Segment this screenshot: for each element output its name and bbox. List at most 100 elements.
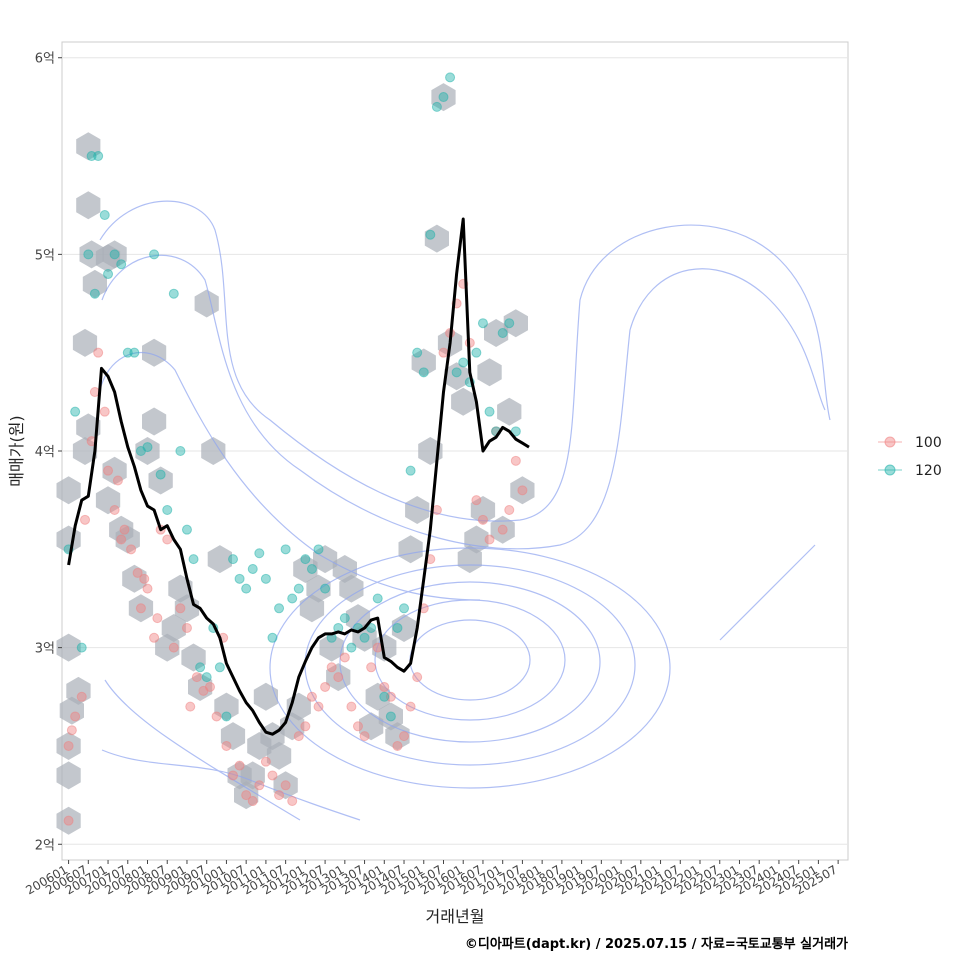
hexbin-cell xyxy=(56,761,81,790)
hexbin-cell xyxy=(82,269,107,298)
hexbin-cell xyxy=(444,362,469,391)
hexbin-cell xyxy=(72,328,98,357)
density-contour xyxy=(101,254,826,550)
scatter-point-120 xyxy=(379,691,390,702)
hexbin-cell xyxy=(95,486,121,515)
scatter-point-100 xyxy=(175,603,186,614)
scatter-point-100 xyxy=(221,740,232,751)
scatter-point-100 xyxy=(412,672,423,683)
hexbin-cell xyxy=(253,682,278,711)
scatter-point-120 xyxy=(103,269,114,280)
scatter-point-100 xyxy=(152,613,163,624)
hexbin-cell xyxy=(72,437,98,465)
hexbin-cell xyxy=(115,525,140,554)
scatter-point-100 xyxy=(287,796,298,807)
hexbin-cell xyxy=(128,594,154,623)
legend-label: 100 xyxy=(915,435,942,451)
hexbin-cell xyxy=(510,476,535,505)
scatter-point-100 xyxy=(234,760,245,771)
scatter-point-100 xyxy=(112,475,123,486)
scatter-point-100 xyxy=(70,711,81,722)
hexbin-cell xyxy=(313,545,338,574)
scatter-point-100 xyxy=(228,770,239,781)
scatter-point-120 xyxy=(201,672,212,683)
density-contour xyxy=(99,200,831,522)
scatter-point-120 xyxy=(280,544,291,555)
scatter-point-100 xyxy=(185,701,196,712)
hexbin-cell xyxy=(142,407,167,436)
hexbin-cell xyxy=(135,437,160,465)
hexbin-cell xyxy=(240,761,265,790)
scatter-point-120 xyxy=(306,563,317,574)
scatter-point-120 xyxy=(93,151,104,162)
scatter-point-100 xyxy=(109,504,120,515)
hexbin-cell xyxy=(306,574,331,603)
hexbin-cell xyxy=(339,574,364,603)
scatter-point-100 xyxy=(405,701,416,712)
y-tick-label: 2억 xyxy=(35,838,55,853)
legend: 100 120 xyxy=(878,435,942,479)
scatter-point-120 xyxy=(418,367,429,378)
scatter-point-100 xyxy=(168,642,179,653)
hexbin-cell xyxy=(424,224,449,253)
scatter-point-120 xyxy=(254,548,265,559)
scatter-point-100 xyxy=(471,495,482,506)
density-contour xyxy=(101,749,361,821)
hexbin-cell xyxy=(102,456,127,485)
scatter-point-100 xyxy=(484,534,495,545)
scatter-point-100 xyxy=(99,406,110,417)
scatter-point-100 xyxy=(76,691,87,702)
scatter-point-120 xyxy=(445,72,456,83)
scatter-point-120 xyxy=(372,593,383,604)
scatter-point-120 xyxy=(99,210,110,221)
scatter-point-100 xyxy=(162,534,173,545)
scatter-point-120 xyxy=(234,573,245,584)
scatter-point-120 xyxy=(267,632,278,643)
scatter-point-100 xyxy=(116,534,127,545)
hexbin-cell xyxy=(484,319,509,347)
scatter-point-120 xyxy=(221,711,232,722)
scatter-point-100 xyxy=(181,622,192,633)
scatter-point-120 xyxy=(89,288,100,299)
hexbin-cell xyxy=(56,633,81,662)
hexbin-cell xyxy=(266,741,292,770)
scatter-point-100 xyxy=(399,731,410,742)
scatter-point-120 xyxy=(392,622,403,633)
trend-line xyxy=(67,217,530,736)
density-contour xyxy=(269,547,671,789)
scatter-point-120 xyxy=(129,347,140,358)
density-contours xyxy=(99,200,831,821)
scatter-point-120 xyxy=(149,249,160,260)
scatter-point-100 xyxy=(247,796,258,807)
scatter-point-120 xyxy=(359,632,370,643)
y-tick-label: 5억 xyxy=(35,248,55,263)
scatter-points xyxy=(63,72,528,826)
scatter-point-120 xyxy=(458,357,469,368)
hexbin-cell xyxy=(207,545,232,574)
density-contour xyxy=(339,581,601,743)
scatter-point-100 xyxy=(510,455,521,466)
scatter-point-100 xyxy=(63,815,74,826)
scatter-point-100 xyxy=(313,701,324,712)
scatter-point-120 xyxy=(155,469,166,480)
scatter-point-100 xyxy=(93,347,104,358)
scatter-point-100 xyxy=(366,662,377,673)
hexbin-cell xyxy=(405,496,430,524)
hexbin-cell xyxy=(188,673,213,701)
hexbin-cell xyxy=(490,515,515,544)
scatter-point-120 xyxy=(247,563,258,574)
hexbin-cell xyxy=(470,496,496,524)
scatter-point-120 xyxy=(287,593,298,604)
scatter-point-120 xyxy=(214,662,225,673)
hexbin-cell xyxy=(161,614,186,642)
scatter-point-120 xyxy=(274,603,285,614)
scatter-point-100 xyxy=(379,681,390,692)
scatter-point-120 xyxy=(339,613,350,624)
caption: ©디아파트(dapt.kr) / 2025.07.15 / 자료=국토교통부 실… xyxy=(465,936,848,952)
scatter-point-100 xyxy=(126,544,137,555)
scatter-point-100 xyxy=(306,691,317,702)
scatter-point-100 xyxy=(254,780,265,791)
legend-label: 120 xyxy=(915,463,942,479)
hexbin-cell xyxy=(181,643,206,672)
scatter-point-100 xyxy=(359,731,370,742)
